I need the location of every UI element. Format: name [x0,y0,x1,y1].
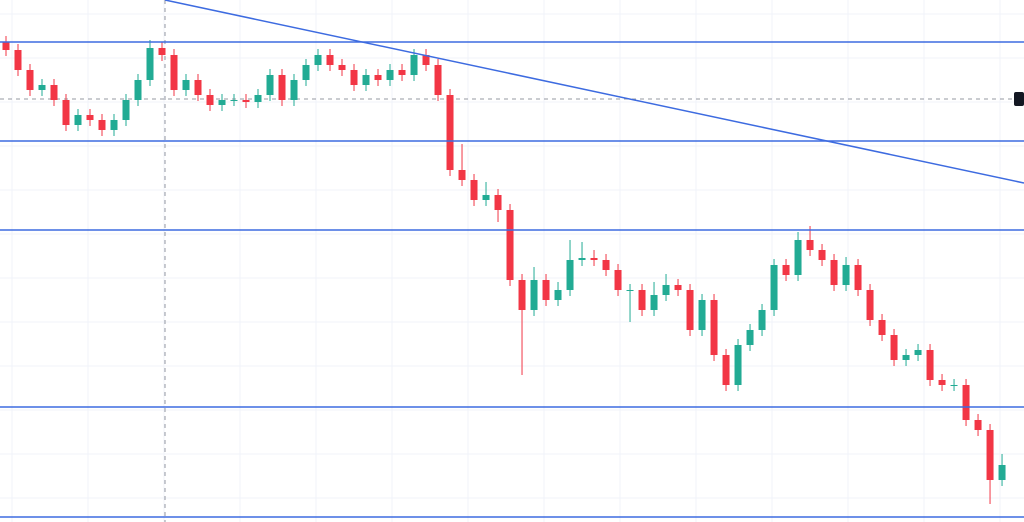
candle-body [314,55,322,65]
candle-body [50,85,58,100]
candle-body [722,355,730,385]
candle-body [878,320,886,335]
candle-body [542,280,550,300]
candle-body [854,265,862,290]
candle-body [302,65,310,80]
candle-body [794,240,802,275]
candle-body [674,285,682,290]
candle-body [554,290,562,300]
candle-body [254,95,262,102]
candle-body [170,55,178,90]
candle-body [158,48,166,55]
candle-body [350,70,358,85]
candle-body [266,75,274,95]
candle-body [218,100,226,105]
candle-body [770,265,778,310]
candle-body [842,265,850,285]
candle-body [374,75,382,80]
candle-body [398,70,406,75]
candle-body [806,240,814,250]
candle-body [242,100,250,102]
candle-body [410,55,418,75]
candle-body [962,385,970,420]
candle-body [950,385,958,386]
candle-body [974,420,982,430]
candle-body [278,75,286,100]
candle-body [194,80,202,95]
candle-body [698,300,706,330]
candle-body [38,85,46,90]
candle-body [206,95,214,105]
candle-body [326,55,334,65]
candle-body [290,80,298,100]
candle-body [566,260,574,290]
candle-body [530,280,538,310]
candle-body [890,335,898,360]
candle-body [998,465,1006,480]
candle-body [422,55,430,65]
price-marker [1014,92,1024,106]
candle-body [830,260,838,285]
candle-body [482,195,490,200]
candle-body [506,210,514,280]
candle-body [710,300,718,355]
candle-body [470,180,478,200]
candle-body [386,70,394,80]
candle-body [746,330,754,345]
candle-body [446,95,454,170]
candle-body [662,285,670,295]
candle-body [62,100,70,125]
candle-body [134,80,142,100]
candle-body [986,430,994,480]
candle-body [362,75,370,85]
candle-body [458,170,466,180]
candle-body [866,290,874,320]
candle-body [26,70,34,90]
candle-body [926,350,934,380]
candle-body [782,265,790,275]
trend-line [164,0,1024,184]
candle-body [902,355,910,360]
candle-body [338,65,346,70]
candle-body [734,345,742,385]
candle-body [2,42,10,50]
candle-body [578,258,586,260]
candle-body [938,380,946,385]
candle-body [14,50,22,70]
candle-body [614,270,622,290]
candle-body [818,250,826,260]
candle-body [110,120,118,130]
candle-body [602,260,610,270]
candle-body [518,280,526,310]
candle-body [650,295,658,310]
candle-body [638,290,646,310]
candle-body [182,80,190,90]
candle-body [590,258,598,260]
candle-body [98,120,106,130]
candle-body [86,115,94,120]
candle-body [686,290,694,330]
candle-body [758,310,766,330]
candle-body [434,65,442,95]
candle-body [74,115,82,125]
candle-body [146,48,154,80]
candle-body [122,100,130,120]
candle-body [626,290,634,291]
candle-body [494,195,502,210]
candle-body [230,100,238,101]
candle-body [914,350,922,355]
